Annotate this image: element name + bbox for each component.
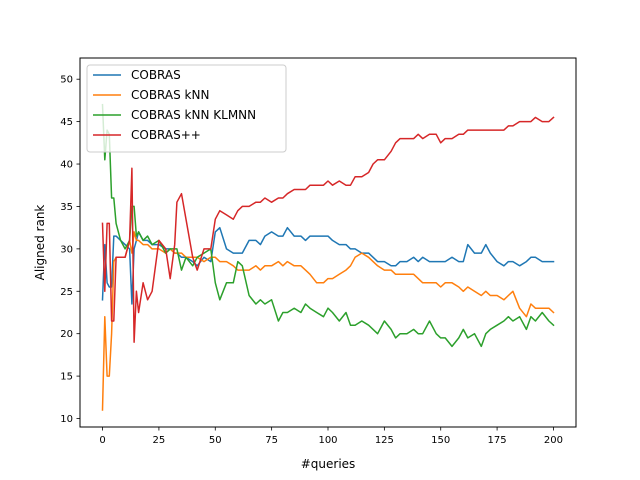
series-line-4: [101, 116, 555, 343]
x-tick-label: 100: [318, 435, 337, 446]
x-tick-label: 125: [375, 435, 394, 446]
x-tick-label: 175: [488, 435, 507, 446]
series-line-3: [101, 103, 555, 348]
x-tick-label: 75: [265, 435, 278, 446]
x-axis-label: #queries: [301, 457, 356, 471]
y-tick-label: 20: [60, 329, 73, 340]
y-tick-label: 10: [60, 414, 73, 425]
x-tick-label: 150: [431, 435, 450, 446]
legend-label-2: COBRAS kNN: [131, 88, 209, 102]
legend-label-1: COBRAS: [131, 68, 181, 82]
legend-label-3: COBRAS kNN KLMNN: [131, 108, 256, 122]
x-tick-label: 25: [153, 435, 166, 446]
series-line-2: [101, 231, 555, 411]
y-tick-label: 30: [60, 244, 73, 255]
y-tick-label: 35: [60, 202, 73, 213]
legend-box: [86, 64, 287, 153]
legend: COBRAS COBRAS kNN COBRAS kNN KLMNN COBRAS++: [86, 64, 287, 153]
series-line-1: [101, 226, 555, 305]
y-axis: 10 15 20 25 30 35 40 45 50: [60, 75, 80, 425]
y-tick-label: 50: [60, 75, 73, 86]
x-tick-label: 50: [209, 435, 222, 446]
series-layer: [101, 103, 555, 411]
legend-label-4: COBRAS++: [131, 128, 201, 142]
x-tick-label: 200: [544, 435, 563, 446]
y-tick-label: 25: [60, 287, 73, 298]
x-tick-label: 0: [99, 435, 105, 446]
y-tick-label: 40: [60, 160, 73, 171]
y-axis-label: Aligned rank: [33, 205, 47, 281]
y-tick-label: 15: [60, 372, 73, 383]
x-axis: 0 25 50 75 100 125 150 175 200: [99, 427, 563, 446]
y-tick-label: 45: [60, 117, 73, 128]
